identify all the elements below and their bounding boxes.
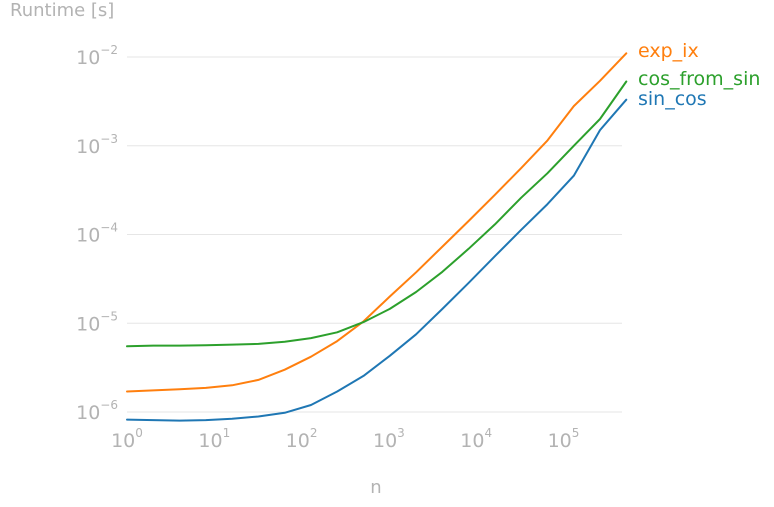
x-axis-label: n	[370, 477, 381, 498]
y-tick-label: 10−4	[76, 221, 118, 247]
series-line-cos-from-sin	[126, 80, 628, 348]
x-tick-label: 105	[548, 426, 580, 452]
x-tick-label: 104	[460, 426, 492, 452]
y-tick-label: 10−5	[76, 309, 118, 335]
y-tick-labels: 10−6 10−5 10−4 10−3 10−2	[76, 43, 118, 424]
x-tick-label: 100	[111, 426, 143, 452]
y-axis-label: Runtime [s]	[10, 0, 114, 21]
y-tick-label: 10−2	[76, 43, 118, 69]
series-line-exp-ix	[126, 52, 628, 393]
y-tick-label: 10−6	[76, 398, 118, 424]
legend-label-cos-from-sin: cos_from_sin	[638, 68, 760, 90]
x-tick-label: 102	[286, 426, 318, 452]
y-tick-label: 10−3	[76, 132, 118, 158]
x-tick-label: 103	[373, 426, 405, 452]
series-lines	[126, 52, 628, 422]
legend-label-sin-cos: sin_cos	[638, 88, 707, 110]
gridlines	[127, 56, 622, 413]
series-line-sin-cos	[126, 98, 628, 422]
x-tick-labels: 100 101 102 103 104 105	[111, 426, 579, 452]
legend-label-exp-ix: exp_ix	[638, 40, 699, 62]
x-tick-label: 101	[198, 426, 230, 452]
